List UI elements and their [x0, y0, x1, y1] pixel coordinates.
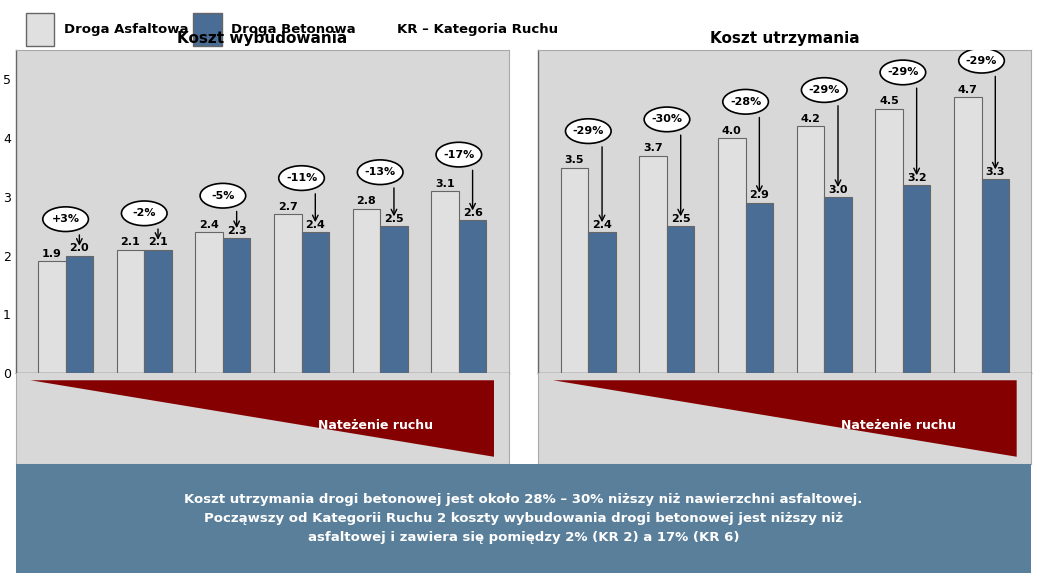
FancyBboxPatch shape: [193, 13, 222, 46]
Bar: [302, 232, 329, 373]
Ellipse shape: [43, 207, 89, 232]
Bar: [38, 261, 66, 373]
FancyBboxPatch shape: [26, 13, 54, 46]
Bar: [431, 191, 458, 373]
Text: 2.4: 2.4: [592, 220, 612, 230]
Text: -17%: -17%: [444, 150, 474, 159]
Text: -30%: -30%: [651, 115, 683, 125]
Text: 2.9: 2.9: [750, 190, 769, 200]
Bar: [745, 203, 774, 373]
Bar: [718, 138, 745, 373]
Text: Nateżenie ruchu: Nateżenie ruchu: [840, 419, 956, 432]
Title: Koszt wybudowania: Koszt wybudowania: [177, 31, 348, 46]
Ellipse shape: [722, 90, 768, 114]
Text: -29%: -29%: [887, 68, 919, 77]
Bar: [903, 185, 930, 373]
Ellipse shape: [880, 60, 926, 85]
Text: 2.7: 2.7: [278, 202, 298, 212]
Ellipse shape: [644, 107, 690, 132]
Bar: [380, 226, 408, 373]
Text: Droga Betonowa: Droga Betonowa: [231, 23, 356, 36]
Text: 2.5: 2.5: [384, 214, 404, 224]
Bar: [274, 215, 302, 373]
Text: 3.1: 3.1: [435, 179, 455, 189]
Text: 2.4: 2.4: [199, 220, 219, 230]
Text: 3.0: 3.0: [828, 184, 848, 194]
Text: 3.5: 3.5: [565, 155, 585, 165]
Text: 2.4: 2.4: [305, 220, 326, 230]
Ellipse shape: [121, 201, 167, 226]
Bar: [797, 126, 825, 373]
Text: -29%: -29%: [572, 126, 604, 136]
Bar: [458, 221, 487, 373]
Text: -2%: -2%: [133, 208, 156, 218]
Text: Droga Asfaltowa: Droga Asfaltowa: [65, 23, 189, 36]
Polygon shape: [30, 380, 494, 457]
Bar: [144, 250, 172, 373]
Bar: [222, 238, 251, 373]
FancyBboxPatch shape: [16, 464, 1031, 573]
Text: -29%: -29%: [808, 85, 840, 95]
Text: 2.1: 2.1: [148, 237, 168, 247]
Text: 4.2: 4.2: [801, 114, 821, 124]
Text: +3%: +3%: [51, 214, 79, 224]
Bar: [66, 255, 93, 373]
Text: 2.3: 2.3: [227, 226, 246, 236]
Text: 2.1: 2.1: [121, 237, 140, 247]
Text: KR – Kategoria Ruchu: KR – Kategoria Ruchu: [397, 23, 557, 36]
Ellipse shape: [958, 48, 1004, 73]
Text: 4.5: 4.5: [879, 97, 899, 107]
Text: 2.8: 2.8: [357, 196, 376, 206]
Text: -11%: -11%: [286, 173, 317, 183]
Ellipse shape: [436, 142, 481, 167]
Text: 3.3: 3.3: [986, 167, 1005, 177]
Bar: [875, 109, 903, 373]
Text: 2.6: 2.6: [462, 208, 482, 218]
Ellipse shape: [200, 183, 245, 208]
Bar: [981, 179, 1010, 373]
Ellipse shape: [566, 119, 611, 143]
Text: -5%: -5%: [211, 191, 235, 201]
Polygon shape: [553, 380, 1017, 457]
Bar: [117, 250, 144, 373]
Text: -28%: -28%: [730, 97, 761, 107]
Ellipse shape: [279, 166, 325, 190]
Text: 2.0: 2.0: [70, 243, 89, 253]
Text: 3.2: 3.2: [907, 173, 926, 183]
Bar: [639, 156, 667, 373]
Text: Nateżenie ruchu: Nateżenie ruchu: [318, 419, 433, 432]
Text: 1.9: 1.9: [42, 249, 62, 259]
Bar: [954, 97, 981, 373]
Text: 2.5: 2.5: [671, 214, 690, 224]
Bar: [825, 197, 852, 373]
Text: -13%: -13%: [364, 167, 396, 178]
Text: -29%: -29%: [966, 56, 997, 66]
Text: 4.0: 4.0: [722, 126, 741, 136]
Text: Koszt utrzymania drogi betonowej jest około 28% – 30% niższy niż nawierzchni asf: Koszt utrzymania drogi betonowej jest ok…: [185, 493, 862, 544]
Bar: [561, 168, 589, 373]
Ellipse shape: [802, 78, 847, 102]
Bar: [589, 232, 616, 373]
Bar: [195, 232, 222, 373]
Bar: [353, 208, 380, 373]
Text: 4.7: 4.7: [957, 85, 977, 95]
Text: 3.7: 3.7: [643, 143, 663, 154]
Bar: [667, 226, 694, 373]
Ellipse shape: [357, 160, 403, 184]
Title: Koszt utrzymania: Koszt utrzymania: [710, 31, 859, 46]
